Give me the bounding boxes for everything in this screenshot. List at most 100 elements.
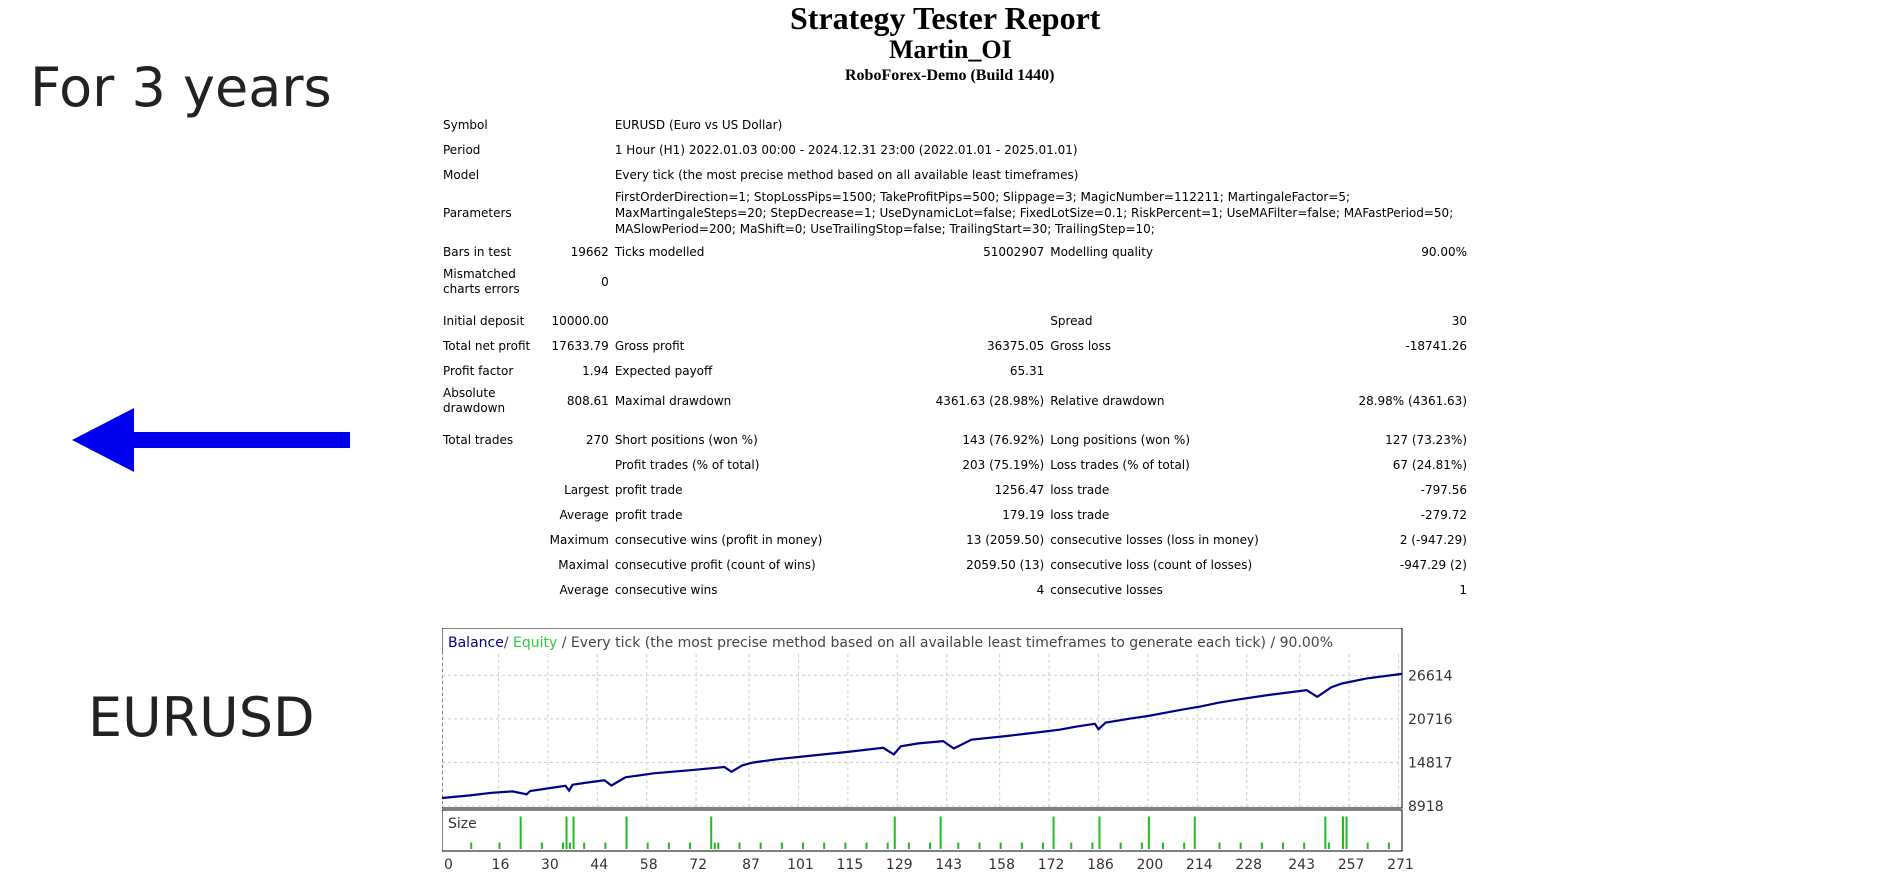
largest-label: Largest	[564, 482, 609, 497]
grossprofit-value: 36375.05	[986, 338, 1045, 353]
side-label-symbol: EURUSD	[88, 686, 315, 749]
maxwins-label: consecutive wins (profit in money)	[614, 532, 823, 547]
y-tick-label: 8918	[1408, 799, 1444, 815]
maxdd-value: 4361.63 (28.98%)	[935, 393, 1045, 408]
size-bar	[604, 842, 607, 849]
x-tick-label: 72	[689, 857, 707, 873]
size-bar	[1345, 816, 1348, 849]
size-panel-label: Size	[448, 816, 477, 832]
pf-label: Profit factor	[443, 363, 514, 378]
chart-caption-text: / Every tick (the most precise method ba…	[557, 635, 1333, 651]
pf-value: 1.94	[582, 363, 609, 378]
largest-profit-value: 1256.47	[994, 482, 1045, 497]
size-bar	[1183, 842, 1186, 849]
ticks-value: 51002907	[983, 244, 1045, 259]
balance-chart: Balance / Equity / Every tick (the most …	[442, 628, 1453, 873]
maxprofit-label: consecutive profit (count of wins)	[614, 557, 816, 572]
average-profit-label: profit trade	[614, 507, 683, 522]
size-bar	[1162, 842, 1164, 849]
avgwins-label: consecutive wins	[614, 582, 718, 597]
ltrades-label: Loss trades (% of total)	[1050, 457, 1190, 472]
size-bar	[562, 842, 564, 849]
maximal-label: Maximal	[558, 557, 609, 572]
x-tick-label: 214	[1186, 857, 1213, 873]
ltrades-value: 67 (24.81%)	[1392, 457, 1467, 472]
size-bar	[823, 842, 826, 849]
size-panel-frame	[442, 809, 1403, 852]
x-tick-label: 271	[1387, 857, 1414, 873]
size-bar	[1070, 842, 1073, 849]
ticks-label: Ticks modelled	[614, 244, 705, 259]
x-tick-label: 243	[1288, 857, 1315, 873]
short-value: 143 (76.92%)	[962, 432, 1045, 447]
size-bar	[907, 842, 910, 849]
size-bar	[1147, 816, 1150, 849]
x-tick-label: 143	[935, 857, 962, 873]
size-bar	[540, 842, 543, 849]
parameters-value: FirstOrderDirection=1; StopLossPips=1500…	[614, 190, 1454, 236]
maxlosses-value: 2 (-947.29)	[1399, 532, 1467, 547]
mismatch-label: Mismatched charts errors	[443, 267, 520, 296]
maxloss-label: consecutive loss (count of losses)	[1050, 557, 1253, 572]
size-bar	[569, 842, 572, 849]
size-bar	[713, 842, 716, 849]
size-bar	[470, 842, 473, 849]
size-bar	[1193, 816, 1196, 849]
x-tick-label: 200	[1137, 857, 1164, 873]
size-bar	[583, 842, 586, 849]
spread-label: Spread	[1050, 313, 1093, 328]
x-tick-label: 257	[1338, 857, 1365, 873]
y-tick-label: 26614	[1408, 668, 1453, 684]
x-tick-label: 228	[1235, 857, 1262, 873]
period-label: Period	[443, 142, 481, 157]
spread-value: 30	[1451, 313, 1467, 328]
size-bar	[717, 842, 720, 849]
ptrades-value: 203 (75.19%)	[962, 457, 1045, 472]
maxloss-value: -947.29 (2)	[1399, 557, 1467, 572]
trades-label: Total trades	[443, 432, 514, 447]
bars-label: Bars in test	[443, 244, 512, 259]
size-bar	[1119, 842, 1122, 849]
x-tick-label: 158	[988, 857, 1015, 873]
x-tick-label: 101	[787, 857, 814, 873]
payoff-label: Expected payoff	[614, 363, 713, 378]
left-arrow-icon	[72, 408, 350, 472]
netprofit-value: 17633.79	[551, 338, 609, 353]
size-bar	[1327, 842, 1330, 849]
x-tick-label: 115	[837, 857, 864, 873]
maxdd-label: Maximal drawdown	[614, 393, 732, 408]
size-bar	[1218, 842, 1221, 849]
grossloss-label: Gross loss	[1050, 338, 1112, 353]
long-label: Long positions (won %)	[1050, 432, 1191, 447]
reldd-label: Relative drawdown	[1050, 393, 1165, 408]
size-bar	[498, 842, 501, 849]
size-bar	[929, 842, 932, 849]
deposit-value: 10000.00	[551, 313, 609, 328]
size-bar	[1324, 816, 1327, 849]
symbol-label: Symbol	[443, 117, 488, 132]
absdd-value: 808.61	[566, 393, 609, 408]
legend-separator: /	[504, 635, 513, 651]
size-bar	[939, 816, 942, 849]
size-bar	[646, 842, 649, 849]
size-bar	[865, 842, 868, 849]
size-bar	[572, 816, 575, 849]
model-value: Every tick (the most precise method base…	[614, 167, 1079, 182]
grossloss-value: -18741.26	[1405, 338, 1467, 353]
size-bar	[738, 842, 741, 849]
size-bar	[1260, 842, 1263, 849]
payoff-value: 65.31	[1009, 363, 1045, 378]
long-value: 127 (73.23%)	[1385, 432, 1467, 447]
quality-label: Modelling quality	[1050, 244, 1154, 259]
period-value: 1 Hour (H1) 2022.01.03 00:00 - 2024.12.3…	[614, 142, 1078, 157]
average-loss-label: loss trade	[1050, 507, 1110, 522]
size-bar	[957, 842, 960, 849]
expert-name: Martin_OI	[889, 35, 1012, 64]
mismatch-value: 0	[601, 274, 609, 289]
absdd-label: Absolute drawdown	[443, 386, 506, 415]
x-tick-label: 129	[886, 857, 913, 873]
chart-legend-balance: Balance	[448, 635, 504, 651]
quality-value: 90.00%	[1421, 244, 1467, 259]
grossprofit-label: Gross profit	[614, 338, 685, 353]
size-bar	[1140, 842, 1143, 849]
